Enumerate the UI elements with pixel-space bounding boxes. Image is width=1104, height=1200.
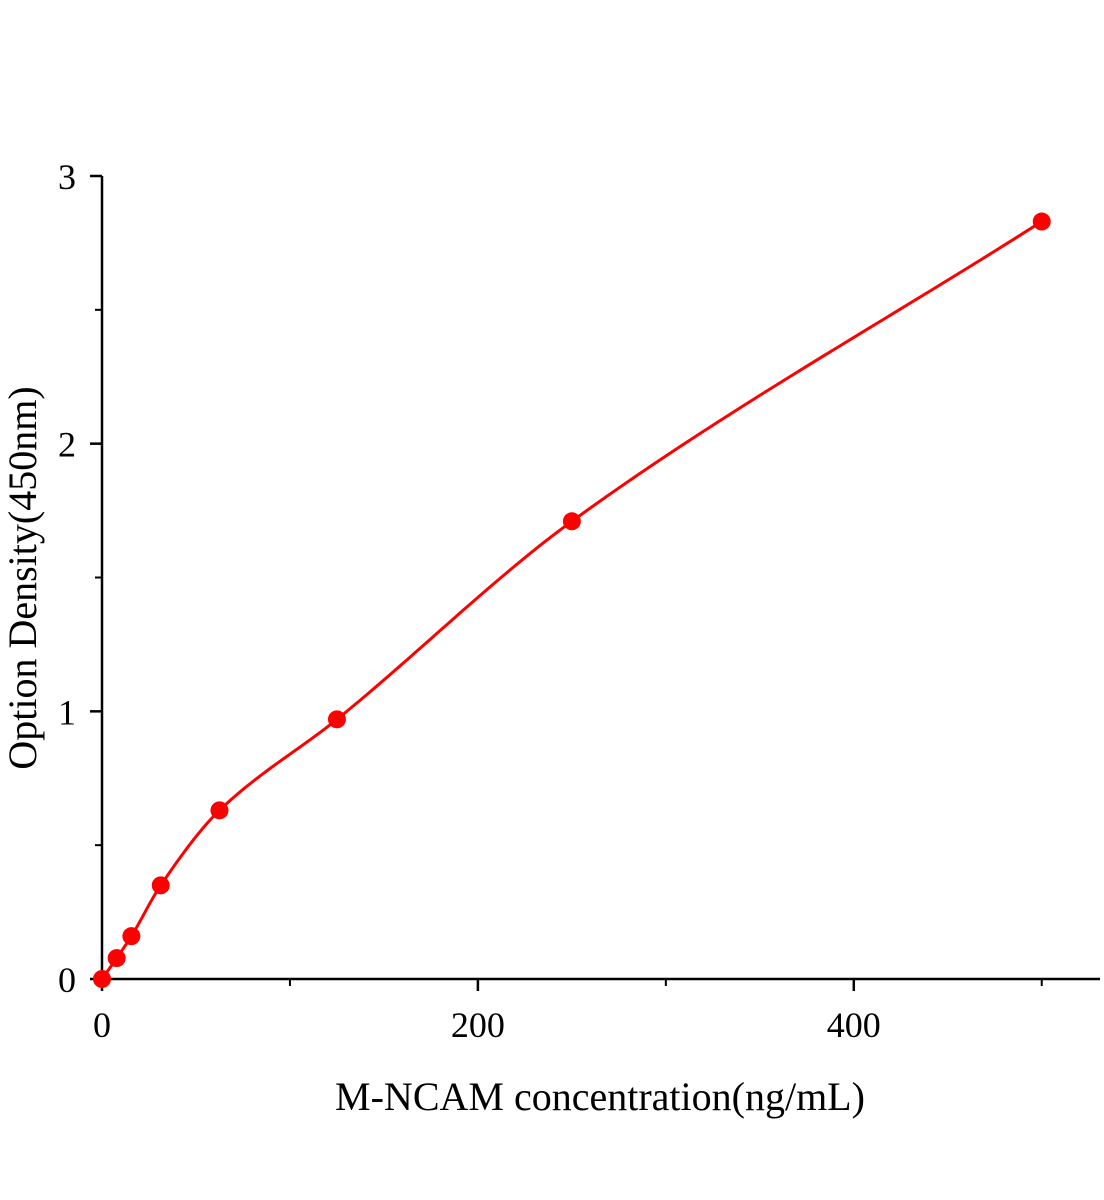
y-tick-label: 0 (58, 960, 76, 1000)
y-tick-label: 3 (58, 157, 76, 197)
data-points (93, 212, 1051, 988)
y-tick-label: 2 (58, 425, 76, 465)
fit-curve-group (100, 220, 1043, 980)
data-point (1032, 212, 1051, 231)
fit-curve (100, 220, 1043, 980)
data-point (93, 970, 111, 988)
x-tick-label: 0 (93, 1005, 111, 1045)
x-tick-label: 200 (451, 1005, 505, 1045)
x-axis-label: M-NCAM concentration(ng/mL) (335, 1074, 865, 1119)
y-tick-label: 1 (58, 692, 76, 732)
y-axis-label: Option Density(450nm) (0, 386, 45, 769)
data-point (151, 876, 170, 895)
data-point (122, 927, 141, 946)
x-tick-label: 400 (827, 1005, 881, 1045)
data-point (327, 710, 346, 729)
data-point (107, 949, 126, 968)
data-point (210, 801, 229, 820)
axes: 0 200 400 0 1 2 3 (58, 157, 1100, 1045)
data-point (562, 512, 581, 531)
